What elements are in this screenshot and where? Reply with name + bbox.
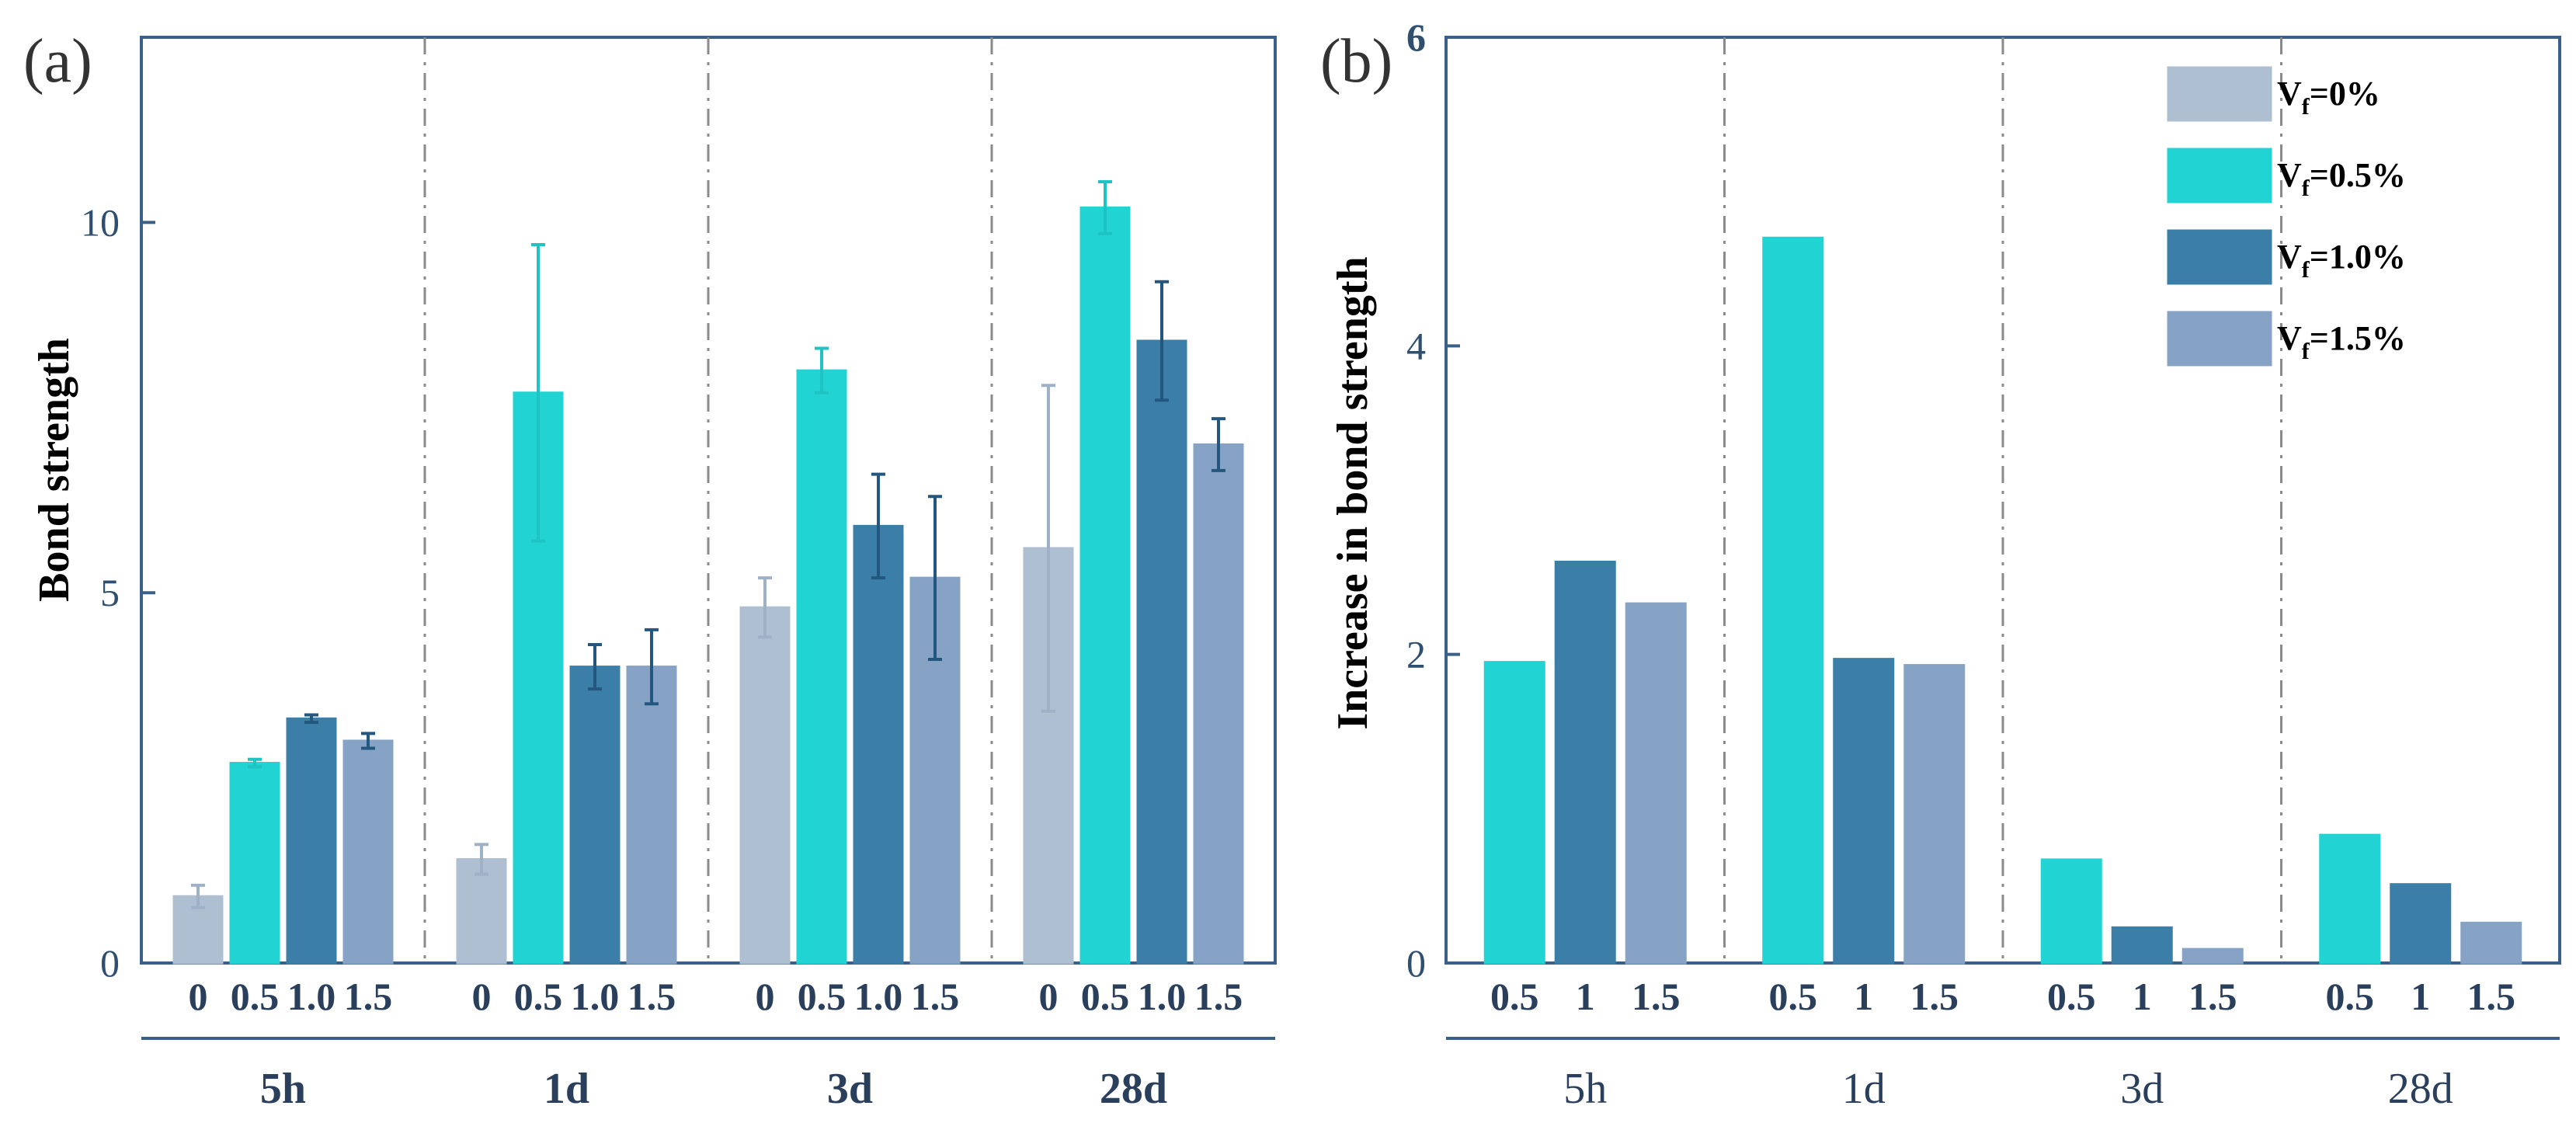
panel-a-group-label: 3d xyxy=(827,1065,873,1113)
legend-entry-subscript: f xyxy=(2302,94,2310,120)
panel-a-bar xyxy=(569,666,621,965)
legend-swatch xyxy=(2167,148,2272,203)
panel-b-y-tick-label: 6 xyxy=(1406,16,1426,59)
panel-b-chart: (b) Increase in bond strength 0 2 4 6 0.5 1 1.… xyxy=(1320,16,2561,1113)
panel-a-x-tick-label: 0 xyxy=(189,975,208,1018)
panel-a-x-tick-label: 1.5 xyxy=(627,975,676,1018)
panel-b-bar xyxy=(1554,560,1616,965)
panel-a-group-label: 5h xyxy=(260,1065,306,1113)
legend-entry-subscript: f xyxy=(2302,339,2310,364)
panel-b-x-tick-label: 0.5 xyxy=(1769,975,1818,1018)
panel-a-bar xyxy=(853,524,904,965)
panel-b-bar xyxy=(1625,602,1687,965)
panel-a-bar xyxy=(739,606,791,965)
legend-entry-main: V xyxy=(2277,75,2302,113)
panel-a-bar xyxy=(626,666,677,965)
panel-b-x-tick-label: 1.5 xyxy=(1910,975,1959,1018)
legend-entry-subscript: f xyxy=(2302,257,2310,283)
panel-b-group-label: 28d xyxy=(2388,1065,2453,1113)
panel-b-x-tick-label: 1 xyxy=(2411,975,2430,1018)
panel-b-x-tick-label: 1 xyxy=(1854,975,1873,1018)
legend-entry-label: Vf=0% xyxy=(2277,75,2380,120)
legend: Vf=0%Vf=0.5%Vf=1.0%Vf=1.5% xyxy=(2167,66,2406,367)
panel-b-x-tick-label: 1 xyxy=(1576,975,1595,1018)
panel-a-label: (a) xyxy=(23,27,92,96)
panel-b-x-tick-label: 0.5 xyxy=(1490,975,1539,1018)
legend-swatch xyxy=(2167,229,2272,285)
panel-a-x-tick-label: 1.0 xyxy=(854,975,903,1018)
legend-entry-value: =1.0% xyxy=(2310,238,2406,276)
panel-a-bar xyxy=(1193,443,1244,965)
panel-a-y-axis-label: Bond strength xyxy=(30,338,78,602)
panel-b-group-label: 5h xyxy=(1563,1065,1607,1113)
legend-entry-label: Vf=1.0% xyxy=(2277,238,2406,283)
panel-b-x-tick-label: 1 xyxy=(2133,975,2152,1018)
panel-b-bar xyxy=(2181,947,2244,965)
panel-b-bar xyxy=(1903,664,1966,965)
panel-a-bar xyxy=(1079,206,1131,965)
panel-b-bar xyxy=(2319,833,2381,965)
legend-entry-label: Vf=0.5% xyxy=(2277,156,2406,201)
panel-a-x-tick-label: 1.5 xyxy=(1194,975,1243,1018)
panel-b-group-label: 1d xyxy=(1842,1065,1886,1113)
panel-a-x-tick-label: 1.0 xyxy=(571,975,620,1018)
panel-a-bar xyxy=(1136,339,1187,965)
panel-a-bar xyxy=(796,369,847,965)
panel-b-plot-area: 0 2 4 6 0.5 1 1.5 5h 0.5 1 1.5 1d 0.5 1 1.5 3d 0.5 1 1.5 28… xyxy=(1406,16,2561,1113)
legend-entry-main: V xyxy=(2277,238,2302,276)
panel-a-x-tick-label: 0.5 xyxy=(514,975,563,1018)
panel-a-bar xyxy=(456,857,507,965)
panel-b-y-axis-label: Increase in bond strength xyxy=(1329,256,1377,729)
legend-swatch xyxy=(2167,311,2272,367)
panel-b-label: (b) xyxy=(1320,27,1392,96)
panel-b-x-tick-label: 1.5 xyxy=(2188,975,2237,1018)
panel-b-bar xyxy=(2040,858,2102,965)
panel-b-bar xyxy=(2390,883,2452,965)
panel-b-y-tick-label: 4 xyxy=(1406,324,1426,367)
panel-a-y-tick-label: 0 xyxy=(100,941,120,985)
panel-a-group-label: 28d xyxy=(1100,1065,1167,1113)
panel-a-bar xyxy=(286,717,337,965)
panel-b-group-label: 3d xyxy=(2120,1065,2164,1113)
panel-a-x-tick-label: 0.5 xyxy=(1081,975,1130,1018)
panel-a-bar xyxy=(229,762,280,965)
legend-entry-value: =0% xyxy=(2310,75,2380,113)
legend-entry-label: Vf=1.5% xyxy=(2277,319,2406,364)
panel-a-x-tick-label: 0 xyxy=(756,975,775,1018)
panel-b-bar xyxy=(1762,236,1824,965)
panel-a-x-tick-label: 0.5 xyxy=(231,975,280,1018)
legend-entry-subscript: f xyxy=(2302,176,2310,201)
legend-entry-value: =1.5% xyxy=(2310,319,2406,357)
panel-b-bar xyxy=(1483,661,1545,965)
legend-entry-main: V xyxy=(2277,156,2302,194)
panel-a-bar xyxy=(342,739,394,965)
panel-a-x-tick-label: 1.5 xyxy=(344,975,393,1018)
panel-a-x-tick-label: 0 xyxy=(1039,975,1059,1018)
panel-b-bar xyxy=(2460,921,2522,965)
panel-a-x-tick-label: 1.0 xyxy=(287,975,336,1018)
panel-b-x-tick-label: 0.5 xyxy=(2326,975,2375,1018)
legend-entry-main: V xyxy=(2277,319,2302,357)
panel-a-x-tick-label: 0 xyxy=(472,975,492,1018)
panel-b-bar xyxy=(2111,926,2173,965)
panel-a-x-tick-label: 0.5 xyxy=(798,975,846,1018)
legend-entry-value: =0.5% xyxy=(2310,156,2406,194)
panel-b-x-tick-label: 1.5 xyxy=(2467,975,2516,1018)
panel-a-group-label: 1d xyxy=(544,1065,589,1113)
panel-a-x-tick-label: 1.0 xyxy=(1138,975,1187,1018)
panel-b-x-tick-label: 0.5 xyxy=(2047,975,2096,1018)
panel-b-y-tick-label: 2 xyxy=(1406,633,1426,676)
panel-b-bar xyxy=(1833,658,1895,965)
panel-a-x-tick-label: 1.5 xyxy=(911,975,960,1018)
panel-a-y-tick-label: 10 xyxy=(81,200,120,244)
legend-swatch xyxy=(2167,66,2272,122)
panel-b-x-tick-label: 1.5 xyxy=(1632,975,1681,1018)
panel-a-y-tick-label: 5 xyxy=(100,571,120,614)
panel-b-y-tick-label: 0 xyxy=(1406,941,1426,985)
